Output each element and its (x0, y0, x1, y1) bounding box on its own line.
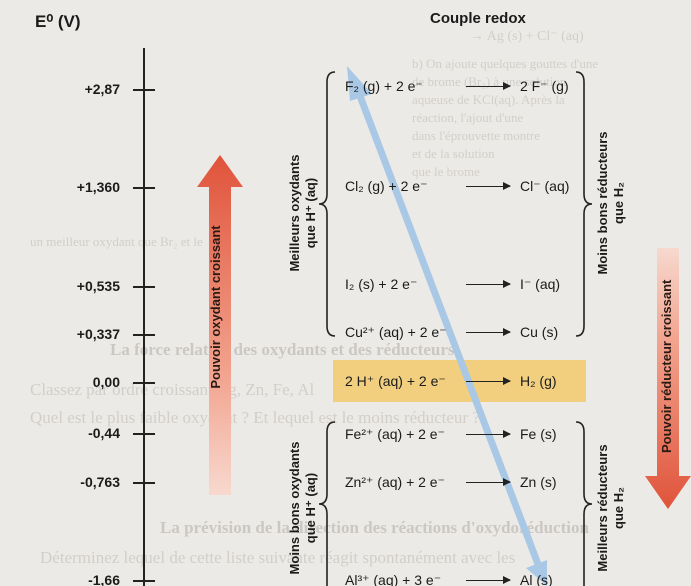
reductant-species: Zn (s) (520, 474, 557, 490)
oxidant-species: Cl₂ (g) + 2 e⁻ (345, 178, 427, 195)
reductant-species: Cu (s) (520, 324, 558, 340)
brace-better-reducers (572, 420, 596, 586)
reductant-species: Fe (s) (520, 426, 557, 442)
oxidant-species: I₂ (s) + 2 e⁻ (345, 276, 417, 293)
reductant-species: H₂ (g) (520, 373, 557, 389)
reductant-species: I⁻ (aq) (520, 276, 560, 293)
oxidant-species: Zn²⁺ (aq) + 2 e⁻ (345, 474, 445, 491)
label-weaker-oxidants: Moins bons oxydants que H⁺ (aq) (287, 433, 323, 583)
oxidant-species: Fe²⁺ (aq) + 2 e⁻ (345, 426, 445, 443)
label-weaker-reducers: Moins bons réducteurs que H₂ (595, 123, 631, 283)
reaction-arrow (466, 332, 510, 333)
reductant-species: Al (s) (520, 572, 553, 586)
reaction-arrow (466, 284, 510, 285)
reductant-species: 2 F⁻ (g) (520, 78, 569, 95)
oxidant-species: Al³⁺ (aq) + 3 e⁻ (345, 572, 441, 586)
label-better-oxidants: Meilleurs oxydants que H⁺ (aq) (287, 138, 323, 288)
reaction-arrow (466, 434, 510, 435)
brace-weaker-reducers (572, 70, 596, 338)
reductant-species: Cl⁻ (aq) (520, 178, 569, 195)
oxidant-species: 2 H⁺ (aq) + 2 e⁻ (345, 373, 446, 390)
reaction-arrow (466, 580, 510, 581)
reaction-arrow (466, 381, 510, 382)
reaction-arrow (466, 86, 510, 87)
label-better-reducers: Meilleurs réducteurs que H₂ (595, 438, 631, 578)
reaction-arrow (466, 482, 510, 483)
oxidant-species: F₂ (g) + 2 e⁻ (345, 78, 423, 95)
reaction-arrow (466, 186, 510, 187)
oxidant-species: Cu²⁺ (aq) + 2 e⁻ (345, 324, 447, 341)
